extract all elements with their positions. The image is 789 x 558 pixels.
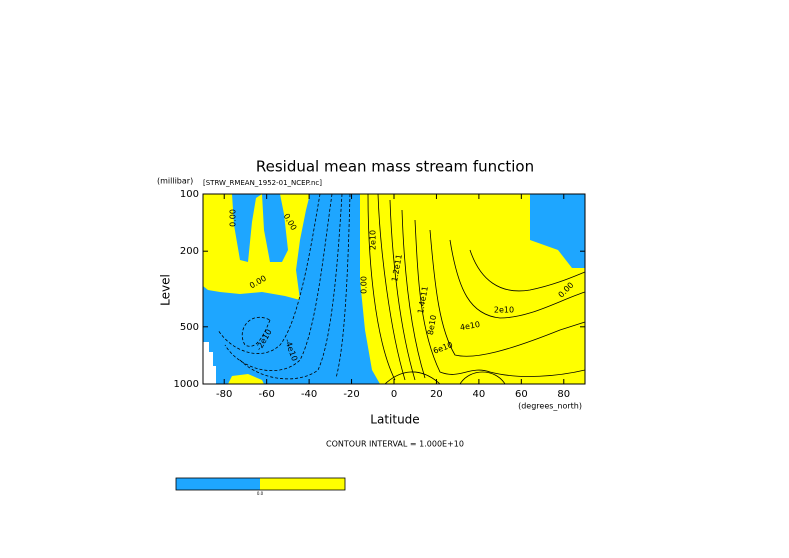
x-tick-label: -20 [343, 389, 359, 400]
x-tick-label: 40 [473, 389, 486, 400]
colorbar-swatch [176, 478, 260, 490]
chart-title: Residual mean mass stream function [256, 158, 534, 176]
y-axis-label: Level [159, 274, 173, 306]
y-unit: (millibar) [157, 177, 193, 186]
contour-label: 0.00 [360, 276, 369, 294]
plot-frame [202, 193, 586, 385]
y-tick-label: 100 [180, 189, 199, 200]
x-tick-label: 60 [515, 389, 528, 400]
missing-region [203, 342, 216, 384]
x-tick-label: -40 [301, 389, 317, 400]
positive-region [203, 194, 310, 300]
footer: CONTOUR INTERVAL = 1.000E+10 [326, 440, 464, 449]
colorbar-swatch [260, 478, 345, 490]
contour-lines [217, 193, 586, 385]
colorbar-frame [175, 477, 346, 491]
x-tick-label: 20 [430, 389, 443, 400]
x-tick-label: -80 [216, 389, 232, 400]
colorbar: 0.0 [175, 477, 346, 496]
contour-label: 4e10 [459, 320, 480, 332]
colorbar-label: 0.0 [257, 491, 264, 496]
plot-fill [203, 194, 585, 384]
positive-region [228, 374, 264, 384]
x-tick-label: -60 [258, 389, 274, 400]
x-tick-label: 80 [557, 389, 570, 400]
x-unit: (degrees_north) [518, 402, 582, 411]
y-tick-label: 1000 [174, 379, 199, 390]
subtitle: [STRW_RMEAN_1952-01_NCEP.nc] [203, 179, 322, 187]
contour-label: 8e10 [426, 314, 438, 335]
contour-label: 2e10 [494, 306, 514, 315]
y-tick-label: 200 [180, 246, 199, 257]
x-axis-label: Latitude [370, 413, 419, 427]
contour-label: 2e10 [369, 230, 378, 250]
contour-label: 0.00 [229, 209, 238, 227]
x-tick-label: 0 [391, 389, 397, 400]
y-tick-label: 500 [180, 322, 199, 333]
